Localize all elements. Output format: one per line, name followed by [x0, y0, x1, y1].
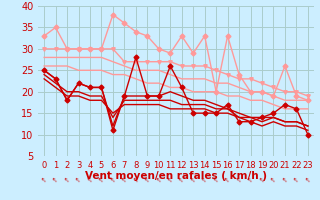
Text: ↑: ↑: [235, 175, 243, 184]
Text: ↑: ↑: [52, 175, 60, 184]
Text: ↑: ↑: [200, 175, 209, 184]
Text: ↑: ↑: [269, 175, 278, 184]
Text: ↑: ↑: [246, 175, 255, 184]
Text: ↑: ↑: [132, 175, 140, 184]
Text: ↑: ↑: [109, 175, 117, 184]
Text: ↑: ↑: [120, 175, 129, 184]
Text: ↑: ↑: [63, 175, 71, 184]
Text: ↑: ↑: [292, 175, 300, 184]
Text: ↑: ↑: [189, 175, 197, 184]
Text: ↑: ↑: [166, 175, 174, 184]
Text: ↑: ↑: [223, 175, 232, 184]
Text: ↑: ↑: [40, 175, 48, 184]
Text: ↑: ↑: [258, 175, 266, 184]
Text: ↑: ↑: [178, 175, 186, 184]
Text: ↑: ↑: [143, 175, 152, 184]
Text: ↑: ↑: [281, 175, 289, 184]
Text: ↑: ↑: [74, 175, 83, 184]
Text: ↑: ↑: [86, 175, 94, 184]
X-axis label: Vent moyen/en rafales ( km/h ): Vent moyen/en rafales ( km/h ): [85, 171, 267, 181]
Text: ↑: ↑: [155, 175, 163, 184]
Text: ↑: ↑: [304, 175, 312, 184]
Text: ↑: ↑: [97, 175, 106, 184]
Text: ↑: ↑: [212, 175, 220, 184]
